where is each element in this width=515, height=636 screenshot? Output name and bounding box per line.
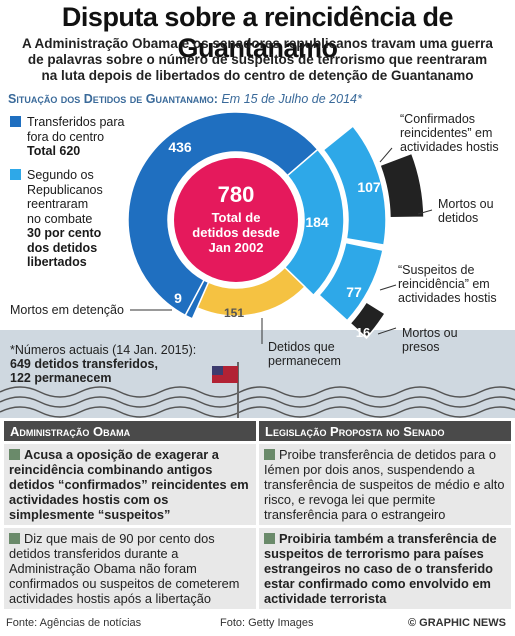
- segment-dead-prisoners: [349, 300, 387, 340]
- label-9: 9: [174, 290, 182, 306]
- label-48: 48: [399, 220, 415, 236]
- annotation-line: Mortos ou: [402, 326, 458, 340]
- legend-transferred: Transferidos para fora do centro Total 6…: [10, 115, 125, 159]
- annotation-line: “Suspeitos de: [398, 263, 475, 277]
- segment-reentered: [283, 148, 345, 297]
- legend-bold-line: dos detidos: [27, 240, 98, 255]
- column-heading: Legislação Proposta no Senado: [259, 421, 511, 441]
- legend-line: fora do centro: [27, 129, 105, 144]
- segment-suspected: [317, 241, 384, 322]
- segment-dead-in-detention: [184, 279, 210, 320]
- annotation-dead-detained: Mortos ou detidos: [438, 197, 494, 225]
- footnote-line: 649 detidos transferidos,: [10, 357, 158, 371]
- column-text: Proibe transferência de detidos para o I…: [264, 447, 505, 522]
- center-value: 780: [218, 182, 255, 207]
- legend-line: Republicanos: [27, 182, 103, 197]
- column-text: Proibiria também a transferência de susp…: [264, 531, 497, 606]
- label-151: 151: [224, 306, 244, 320]
- column-senate: Legislação Proposta no Senado Proibe tra…: [259, 421, 511, 609]
- label-184: 184: [305, 214, 329, 230]
- column-box: Proibe transferência de detidos para o I…: [259, 444, 511, 525]
- label-77: 77: [346, 284, 362, 300]
- annotation-line: Mortos ou: [438, 197, 494, 211]
- center-label-line: Total de: [212, 210, 261, 225]
- legend-total: Total 620: [27, 144, 81, 158]
- subtitle-line: na luta depois de libertados do centro d…: [41, 68, 474, 83]
- segment-dead-detained: [379, 152, 425, 219]
- barbed-wire: [0, 386, 515, 418]
- footer-source: Fonte: Agências de notícias: [6, 617, 142, 629]
- center-circle: [174, 158, 298, 282]
- column-box: Diz que mais de 90 por cento dos detidos…: [4, 528, 256, 609]
- column-box: Acusa a oposição de exagerar a reincidên…: [4, 444, 256, 525]
- legend-bold-line: libertados: [27, 255, 87, 269]
- bullet-icon: [9, 533, 20, 544]
- ring-segments: [127, 111, 425, 340]
- bullet-icon: [264, 533, 275, 544]
- annotation-line: reincidência” em: [398, 277, 490, 291]
- leader-lines: [130, 147, 433, 344]
- detainee-chart: 780 Total de detidos desde Jan 2002 436 …: [0, 111, 515, 418]
- bullet-icon: [9, 449, 20, 460]
- subtitle-line: de palavras sobre o número de suspeitos …: [27, 52, 488, 67]
- annotation-line: actividades hostis: [400, 140, 499, 154]
- segment-confirmed: [322, 125, 387, 246]
- legend-line: Transferidos para: [27, 115, 125, 129]
- annotation-line: detidos: [438, 211, 479, 225]
- footnote: *Números actuais (14 Jan. 2015): 649 det…: [10, 343, 196, 385]
- column-obama: Administração Obama Acusa a oposição de …: [4, 421, 256, 609]
- annotation-line: Detidos que: [268, 340, 335, 354]
- page-title: Disputa sobre a reincidência de Guantana…: [61, 2, 454, 63]
- section-heading: Situação dos Detidos de Guantanamo: Em 1…: [8, 92, 362, 106]
- column-box: Proibiria também a transferência de susp…: [259, 528, 511, 609]
- column-text: Acusa a oposição de exagerar a reincidên…: [9, 447, 249, 522]
- annotation-dead-in-detention: Mortos em detenção: [10, 303, 124, 317]
- column-heading: Administração Obama: [4, 421, 256, 441]
- flag-pole: [212, 362, 239, 418]
- label-436: 436: [168, 139, 192, 155]
- annotation-suspected: “Suspeitos de reincidência” em actividad…: [398, 263, 497, 305]
- footnote-line: *Números actuais (14 Jan. 2015):: [10, 343, 197, 357]
- footnote-line: 122 permanecem: [10, 371, 112, 385]
- annotation-confirmed: “Confirmados reincidentes” em actividade…: [400, 112, 499, 154]
- section-label: Situação dos Detidos de Guantanamo:: [8, 92, 218, 106]
- legend-line: reentraram: [27, 197, 89, 211]
- annotation-dead-prisoners: Mortos ou presos: [402, 326, 458, 354]
- legend-bold-line: 30 por cento: [27, 226, 102, 240]
- photo-sky: [0, 330, 515, 418]
- annotation-remaining: Detidos que permanecem: [268, 340, 341, 368]
- legend-republicans: Segundo os Republicanos reentraram no co…: [10, 168, 103, 270]
- annotation-line: reincidentes” em: [400, 126, 493, 140]
- section-date: Em 15 de Julho de 2014*: [221, 92, 362, 106]
- legend-line: Segundo os: [27, 168, 94, 182]
- footer-photo: Foto: Getty Images: [220, 617, 314, 629]
- legend-line: no combate: [27, 211, 93, 226]
- annotation-line: “Confirmados: [400, 112, 476, 126]
- label-107: 107: [357, 179, 381, 195]
- subtitle-line: A Administração Obama e os senadores rep…: [22, 36, 493, 51]
- segment-transferred: [127, 111, 319, 317]
- center-label-line: detidos desde: [192, 225, 279, 240]
- center-label-line: Jan 2002: [209, 240, 264, 255]
- column-text: Diz que mais de 90 por cento dos detidos…: [9, 531, 240, 606]
- legend-swatch-republicans: [10, 169, 21, 180]
- annotation-line: presos: [402, 340, 440, 354]
- label-16: 16: [356, 325, 370, 340]
- footer-credit: © GRAPHIC NEWS: [408, 617, 506, 629]
- bullet-icon: [264, 449, 275, 460]
- legend-swatch-transferred: [10, 116, 21, 127]
- page-subtitle: A Administração Obama e os senadores rep…: [4, 36, 511, 84]
- annotation-line: permanecem: [268, 354, 341, 368]
- annotation-line: actividades hostis: [398, 291, 497, 305]
